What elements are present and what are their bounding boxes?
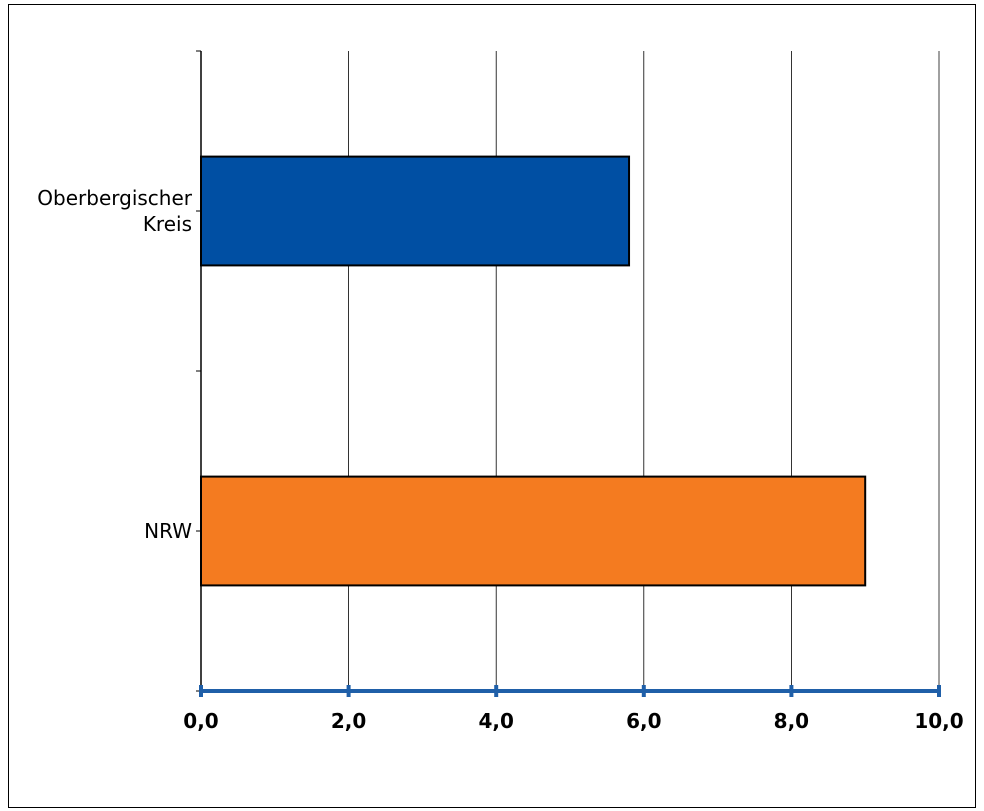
x-tick-label-2: 4,0 [478, 709, 513, 733]
category-label-0: Oberbergischer Kreis [37, 186, 192, 236]
axes [196, 50, 941, 697]
x-tick-label-1: 2,0 [331, 709, 366, 733]
bar-0 [200, 155, 631, 267]
bars [200, 155, 867, 587]
x-tick-label-0: 0,0 [183, 709, 218, 733]
chart-frame [8, 4, 976, 808]
x-tick-label-5: 10,0 [914, 709, 963, 733]
x-tick-label-4: 8,0 [774, 709, 809, 733]
x-tick-label-3: 6,0 [626, 709, 661, 733]
bar-1 [200, 475, 867, 587]
grid-lines [348, 51, 940, 691]
labels: 0,0 2,0 4,0 6,0 8,0 10,0 Oberbergischer Kreis NR… [37, 186, 963, 733]
category-label-1: NRW [144, 519, 192, 543]
